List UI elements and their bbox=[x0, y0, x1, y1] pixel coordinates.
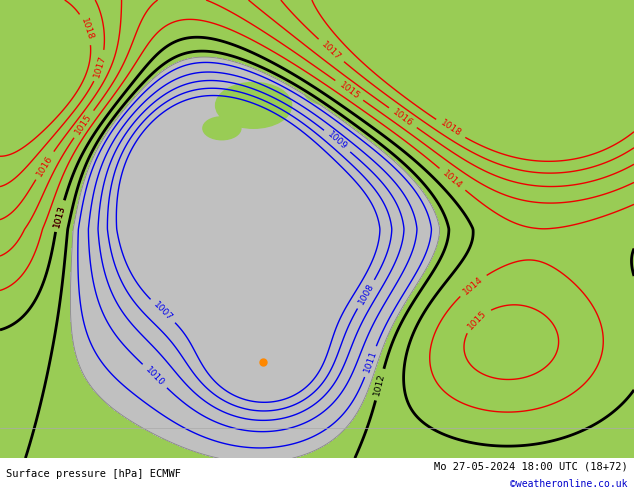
Text: 1008: 1008 bbox=[356, 282, 375, 306]
Text: 1010: 1010 bbox=[143, 365, 166, 388]
Text: 1013: 1013 bbox=[53, 204, 67, 228]
Text: 1017: 1017 bbox=[93, 53, 108, 78]
Text: 1018: 1018 bbox=[79, 17, 95, 42]
Text: 1015: 1015 bbox=[337, 80, 361, 101]
Ellipse shape bbox=[203, 117, 241, 140]
Text: 1012: 1012 bbox=[373, 372, 387, 397]
Text: ©weatheronline.co.uk: ©weatheronline.co.uk bbox=[510, 479, 628, 489]
Text: Surface pressure [hPa] ECMWF: Surface pressure [hPa] ECMWF bbox=[6, 469, 181, 479]
Text: Mo 27-05-2024 18:00 UTC (18+72): Mo 27-05-2024 18:00 UTC (18+72) bbox=[434, 462, 628, 471]
Text: 1015: 1015 bbox=[74, 112, 94, 136]
Ellipse shape bbox=[216, 82, 292, 128]
Text: 1016: 1016 bbox=[35, 153, 55, 178]
Text: 1011: 1011 bbox=[363, 349, 378, 374]
Text: 1017: 1017 bbox=[320, 39, 342, 62]
Text: 1014: 1014 bbox=[441, 168, 464, 190]
Text: 1009: 1009 bbox=[326, 130, 349, 152]
Text: 1018: 1018 bbox=[439, 119, 463, 139]
Text: 1007: 1007 bbox=[152, 300, 174, 322]
Ellipse shape bbox=[304, 78, 355, 105]
Text: 1015: 1015 bbox=[466, 309, 488, 331]
Text: 1016: 1016 bbox=[391, 107, 415, 128]
Text: 1013: 1013 bbox=[53, 204, 67, 228]
Text: 1014: 1014 bbox=[461, 274, 484, 296]
